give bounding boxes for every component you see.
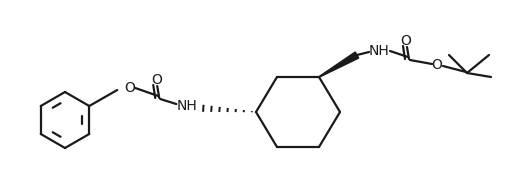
Text: O: O [401,34,411,48]
Polygon shape [319,52,359,77]
Text: O: O [151,73,162,87]
Text: O: O [431,58,442,72]
Text: O: O [124,81,135,95]
Text: NH: NH [369,44,389,58]
Text: NH: NH [177,99,197,113]
